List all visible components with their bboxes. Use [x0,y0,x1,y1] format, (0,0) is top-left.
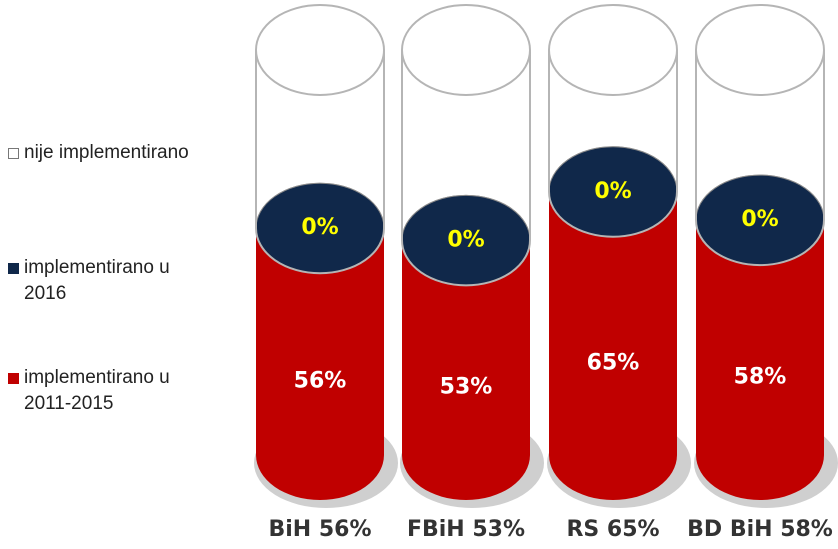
cylinder-segment [695,50,825,267]
value-label: 0% [741,207,778,232]
legend-item: nije implementirano [8,140,218,166]
segment-top [695,4,825,96]
segment-top [548,4,678,96]
x-tick-label: FBiH 53% [407,517,525,542]
legend-swatch [8,373,19,384]
x-tick-label: RS 65% [566,517,659,542]
cylinder-segment [401,50,531,287]
value-label: 0% [301,215,338,240]
value-label: 0% [594,179,631,204]
legend-swatch [8,263,19,274]
cylinder-segment [402,240,530,500]
cylinder-segment [696,220,824,500]
value-label: 53% [440,375,493,400]
legend-label: implementirano u 2011-2015 [24,367,170,414]
x-tick-label: BiH 56% [268,517,371,542]
x-tick-label: BD BiH 58% [687,517,833,542]
value-label: 56% [294,369,347,394]
value-label: 58% [734,365,787,390]
legend-label: implementirano u 2016 [24,257,170,304]
cylinder-segment [256,228,384,500]
value-label: 0% [447,227,484,252]
cylinder-segment [548,50,678,238]
segment-top [255,4,385,96]
legend-item: implementirano u 2011-2015 [8,365,218,417]
legend-item: implementirano u 2016 [8,255,218,307]
legend-swatch [8,148,19,159]
cylinder-segment [549,191,677,500]
legend-label: nije implementirano [24,142,189,163]
value-label: 65% [587,350,640,375]
cylinder-segment [255,50,385,275]
segment-top [401,4,531,96]
